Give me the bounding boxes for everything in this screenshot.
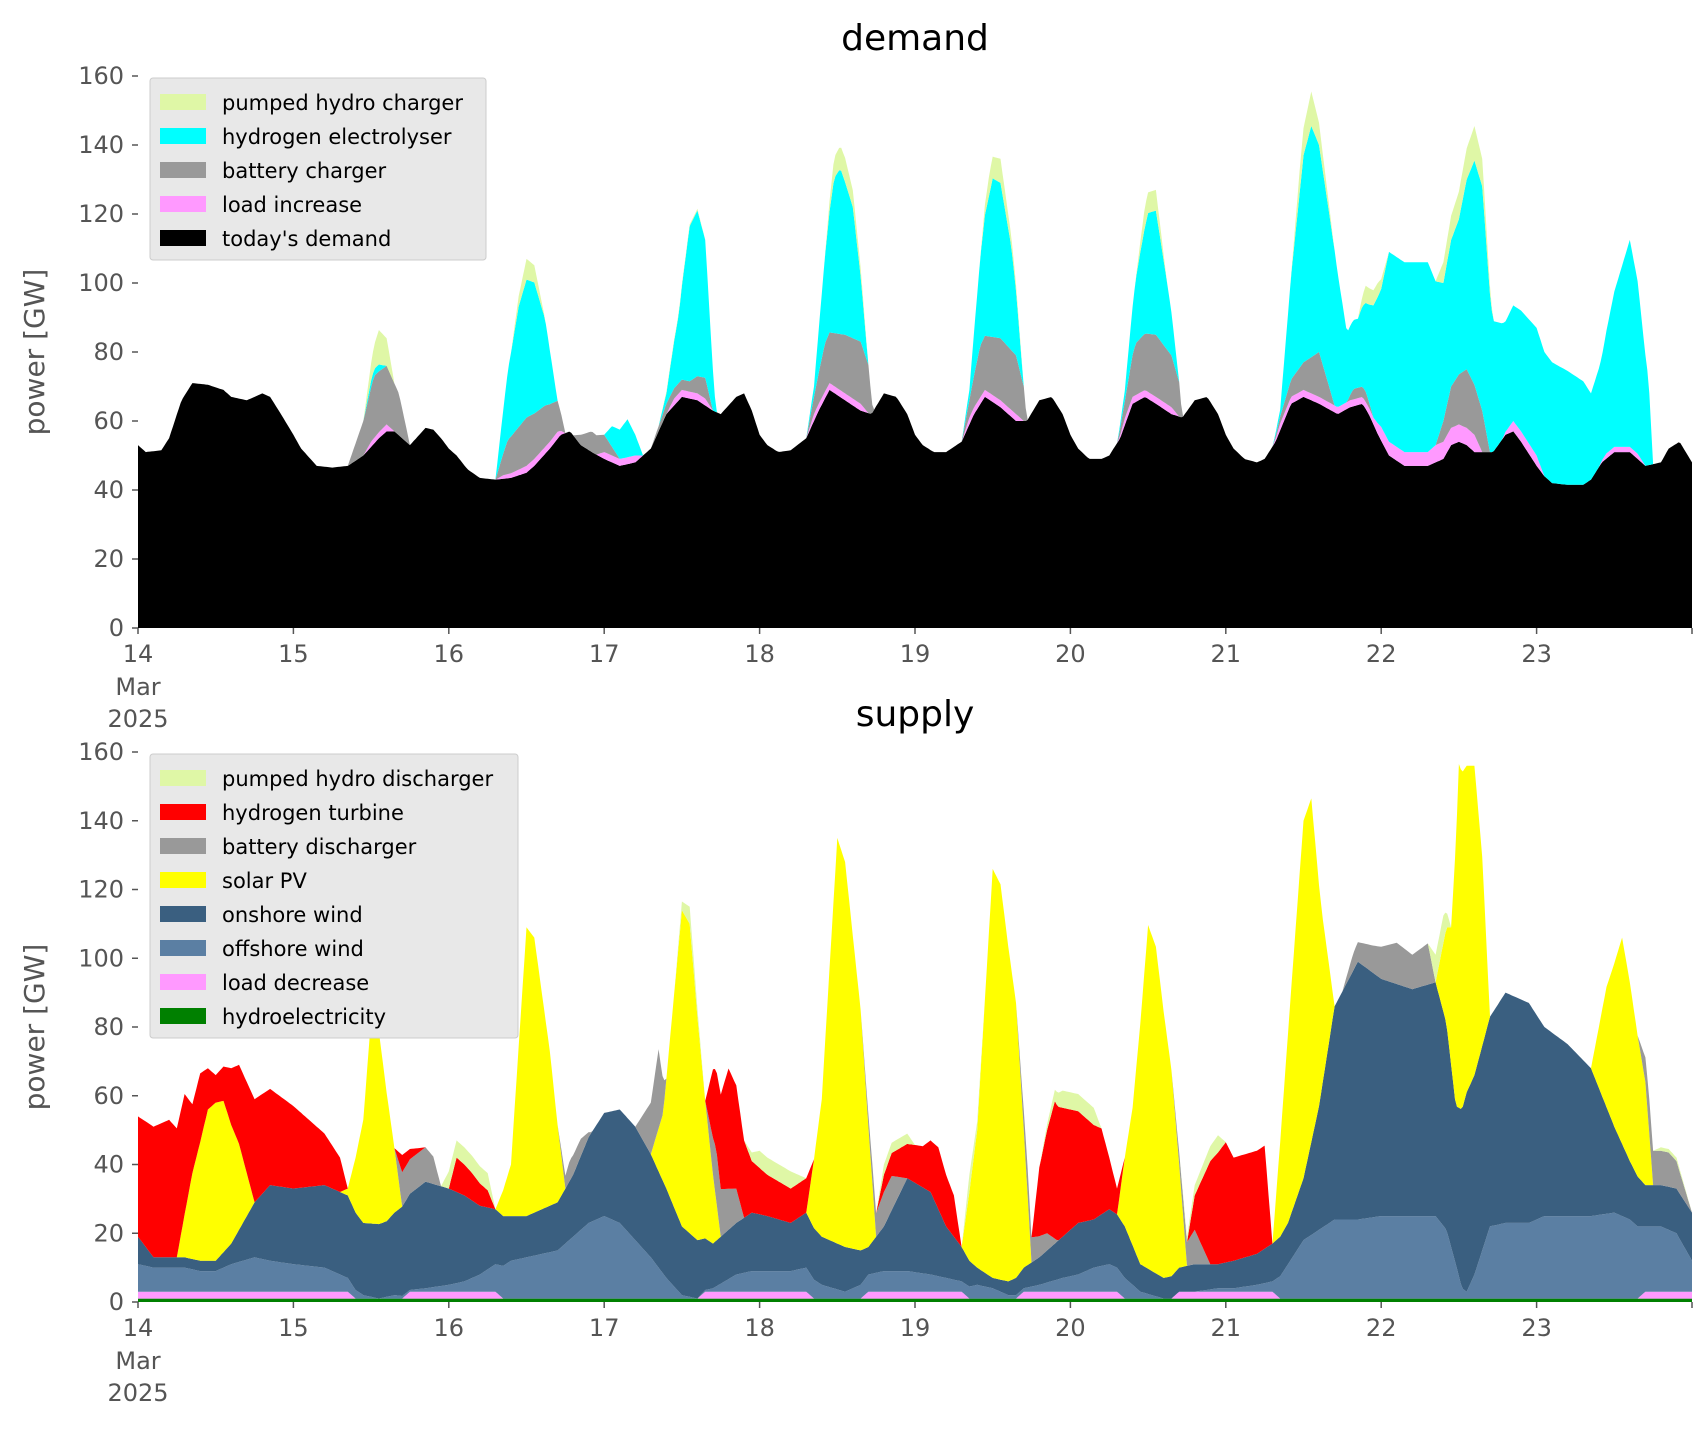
legend-swatch-battery-charger [160, 162, 206, 178]
y-tick-label: 100 [78, 269, 124, 297]
legend-label-hydroelectricity: hydroelectricity [222, 1005, 386, 1029]
legend-label-offshore-wind: offshore wind [222, 937, 364, 961]
x-tick-label: 17 [589, 1314, 620, 1342]
supply-panel: supply power [GW] 0 20 40 60 80 100 120 140 160 14 M… [18, 694, 1693, 1407]
x-tick-label: 19 [900, 640, 931, 668]
y-tick-label: 0 [109, 614, 124, 642]
y-tick-label: 120 [78, 200, 124, 228]
y-tick-label: 160 [78, 62, 124, 90]
x-tick-sublabel: Mar [115, 1347, 160, 1375]
area-onshore-wind [138, 961, 1692, 1299]
demand-panel: demand power [GW] 0 20 40 60 80 100 120 140 160 14 M… [18, 18, 1693, 733]
legend-label-today-s-demand: today's demand [222, 227, 391, 251]
legend: pumped hydro discharger hydrogen turbine b… [149, 753, 519, 1039]
area-solar-pv [138, 764, 1692, 1282]
legend-box [149, 77, 487, 261]
x-tick-label: 20 [1055, 1314, 1086, 1342]
y-tick-label: 20 [93, 1219, 124, 1247]
y-tick-label: 140 [78, 807, 124, 835]
y-tick-label: 40 [93, 1151, 124, 1179]
legend-label-load-decrease: load decrease [222, 971, 369, 995]
legend-swatch-onshore-wind [160, 906, 206, 922]
x-tick-label: 20 [1055, 640, 1086, 668]
x-tick-label: 22 [1366, 1314, 1397, 1342]
legend-swatch-offshore-wind [160, 940, 206, 956]
y-tick-label: 20 [93, 545, 124, 573]
area-today-s-demand [138, 383, 1692, 628]
legend-swatch-solar-pv [160, 872, 206, 888]
area-hydrogen-electrolyser [138, 126, 1692, 485]
x-tick-label: 16 [434, 1314, 465, 1342]
area-hydroelectricity [138, 1298, 1692, 1302]
x-tick-label: 16 [434, 640, 465, 668]
x-tick-label: 21 [1211, 640, 1242, 668]
y-tick-label: 0 [109, 1288, 124, 1316]
x-tick-sublabel: 2025 [107, 1379, 168, 1407]
legend-label-battery-charger: battery charger [222, 159, 387, 183]
x-tick-sublabel: Mar [115, 673, 160, 701]
x-tick-label: 22 [1366, 640, 1397, 668]
legend-label-hydrogen-electrolyser: hydrogen electrolyser [222, 125, 452, 149]
legend-swatch-today-s-demand [160, 230, 206, 246]
legend-label-pumped-hydro-charger: pumped hydro charger [222, 91, 463, 115]
legend-label-hydrogen-turbine: hydrogen turbine [222, 801, 404, 825]
legend-swatch-pumped-hydro-charger [160, 94, 206, 110]
legend-label-pumped-hydro-discharger: pumped hydro discharger [222, 767, 493, 791]
legend: pumped hydro charger hydrogen electrolyse… [149, 77, 487, 261]
legend-box [149, 753, 519, 1039]
y-tick-label: 80 [93, 1013, 124, 1041]
legend-swatch-hydrogen-electrolyser [160, 128, 206, 144]
legend-swatch-battery-discharger [160, 838, 206, 854]
y-tick-label: 160 [78, 738, 124, 766]
x-tick-label: 21 [1211, 1314, 1242, 1342]
y-axis-label: power [GW] [18, 269, 51, 436]
legend-label-onshore-wind: onshore wind [222, 903, 363, 927]
legend-swatch-hydroelectricity [160, 1008, 206, 1024]
legend-swatch-hydrogen-turbine [160, 804, 206, 820]
area-hydrogen-turbine [138, 764, 1692, 1265]
legend-label-load-increase: load increase [222, 193, 362, 217]
chart-title: demand [841, 18, 989, 59]
x-tick-label: 23 [1521, 640, 1552, 668]
x-tick-label: 18 [744, 1314, 775, 1342]
y-tick-label: 40 [93, 476, 124, 504]
x-tick-label: 19 [900, 1314, 931, 1342]
legend-label-battery-discharger: battery discharger [222, 835, 417, 859]
y-tick-label: 140 [78, 131, 124, 159]
area-pumped-hydro-charger [138, 91, 1692, 480]
x-tick-label: 15 [278, 1314, 309, 1342]
legend-swatch-load-decrease [160, 974, 206, 990]
legend-swatch-load-increase [160, 196, 206, 212]
legend-label-solar-pv: solar PV [222, 869, 307, 893]
x-tick-label: 18 [744, 640, 775, 668]
x-tick-label: 14 [123, 1314, 154, 1342]
chart-title: supply [856, 694, 975, 735]
area-battery-charger [138, 332, 1692, 485]
area-offshore-wind [138, 1212, 1692, 1299]
x-tick-label: 15 [278, 640, 309, 668]
y-tick-label: 100 [78, 944, 124, 972]
area-load-increase [138, 383, 1692, 485]
x-tick-label: 23 [1521, 1314, 1552, 1342]
x-tick-sublabel: 2025 [107, 705, 168, 733]
y-tick-label: 60 [93, 1082, 124, 1110]
y-tick-label: 120 [78, 876, 124, 904]
x-tick-label: 17 [589, 640, 620, 668]
y-axis-label: power [GW] [18, 944, 51, 1111]
area-load-decrease [138, 1291, 1692, 1299]
y-tick-label: 80 [93, 338, 124, 366]
x-tick-label: 14 [123, 640, 154, 668]
legend-swatch-pumped-hydro-discharger [160, 770, 206, 786]
y-tick-label: 60 [93, 407, 124, 435]
